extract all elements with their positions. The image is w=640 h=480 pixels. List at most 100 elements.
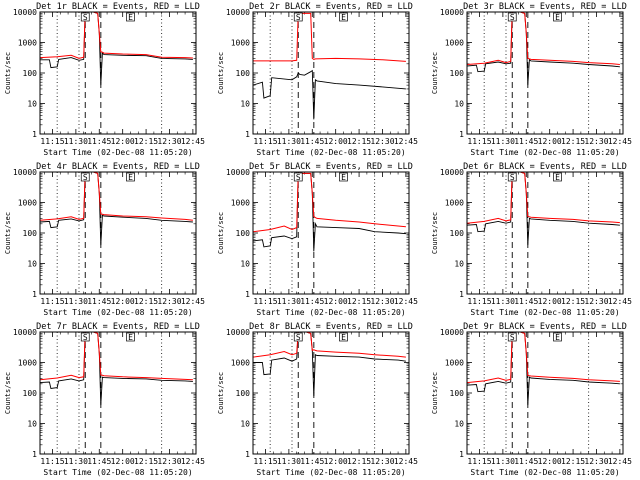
marker-label: E xyxy=(341,173,346,182)
y-tick-label: 10 xyxy=(27,420,37,429)
x-tick-label: 12:00 xyxy=(111,457,135,466)
y-tick-label: 100 xyxy=(236,229,251,238)
marker-box xyxy=(339,332,348,342)
y-tick-label: 10 xyxy=(27,260,37,269)
marker-label: E xyxy=(555,13,560,22)
marker-box xyxy=(553,172,562,182)
events-series-line xyxy=(253,69,406,120)
x-tick-label: 11:15 xyxy=(467,137,491,146)
marker-label: S xyxy=(83,173,88,182)
x-axis-label: Start Time (02-Dec-08 11:05:20) xyxy=(43,308,192,317)
y-tick-label: 1000 xyxy=(18,199,37,208)
panel-title: Det 3r BLACK = Events, RED = LLD xyxy=(463,2,627,12)
marker-label: S xyxy=(296,13,301,22)
x-tick-label: 12:15 xyxy=(134,457,158,466)
x-tick-label: 12:00 xyxy=(538,297,562,306)
y-tick-label: 10 xyxy=(240,100,250,109)
panel-5: Det 5r BLACK = Events, RED = LLD Counts/s… xyxy=(217,162,418,317)
x-tick-label: 12:45 xyxy=(181,457,205,466)
marker-box xyxy=(126,12,135,22)
lld-series-line xyxy=(253,172,406,233)
x-tick-label: 12:00 xyxy=(538,137,562,146)
y-tick-label: 1000 xyxy=(445,39,464,48)
events-series-line xyxy=(253,332,406,397)
y-tick-label: 1000 xyxy=(445,199,464,208)
marker-box xyxy=(126,332,135,342)
x-axis-label: Start Time (02-Dec-08 11:05:20) xyxy=(470,148,619,157)
plot-frame xyxy=(252,331,410,455)
x-tick-label: 11:15 xyxy=(40,137,64,146)
x-tick-label: 12:30 xyxy=(157,297,181,306)
marker-label: E xyxy=(341,13,346,22)
x-axis-label: Start Time (02-Dec-08 11:05:20) xyxy=(256,148,405,157)
plot-frame xyxy=(252,171,410,295)
events-series-line xyxy=(40,172,193,246)
x-tick-label: 11:15 xyxy=(467,297,491,306)
y-tick-label: 100 xyxy=(23,69,38,78)
marker-box xyxy=(80,12,90,22)
x-tick-label: 11:15 xyxy=(253,297,277,306)
y-axis-label: Counts/sec xyxy=(4,212,12,254)
y-tick-label: 1000 xyxy=(231,359,250,368)
y-tick-label: 1 xyxy=(32,130,37,139)
x-tick-label: 11:30 xyxy=(277,137,301,146)
marker-label: E xyxy=(555,333,560,342)
marker-box xyxy=(553,12,562,22)
x-tick-label: 11:30 xyxy=(64,457,88,466)
marker-label: E xyxy=(128,173,133,182)
y-axis-label: Counts/sec xyxy=(217,52,225,94)
x-tick-label: 12:00 xyxy=(324,137,348,146)
x-tick-label: 12:45 xyxy=(394,457,418,466)
x-tick-label: 11:30 xyxy=(491,137,515,146)
panel-1: Det 1r BLACK = Events, RED = LLD Counts/s… xyxy=(4,2,205,157)
x-tick-label: 12:45 xyxy=(608,137,632,146)
x-tick-label: 11:45 xyxy=(87,457,111,466)
marker-label: S xyxy=(296,333,301,342)
x-axis-label: Start Time (02-Dec-08 11:05:20) xyxy=(256,308,405,317)
x-tick-label: 12:30 xyxy=(584,457,608,466)
lld-series-line xyxy=(467,332,620,384)
marker-box xyxy=(507,12,517,22)
marker-box xyxy=(507,332,517,342)
marker-box xyxy=(293,172,303,182)
x-tick-label: 11:45 xyxy=(87,137,111,146)
marker-label: E xyxy=(128,333,133,342)
x-tick-label: 11:30 xyxy=(491,297,515,306)
y-tick-label: 100 xyxy=(23,229,38,238)
y-tick-label: 10000 xyxy=(226,8,250,17)
events-series-line xyxy=(467,332,620,406)
marker-label: S xyxy=(510,13,515,22)
y-tick-label: 1000 xyxy=(231,39,250,48)
x-tick-label: 12:15 xyxy=(561,297,585,306)
marker-box xyxy=(80,172,90,182)
x-tick-label: 12:00 xyxy=(538,457,562,466)
x-tick-label: 12:45 xyxy=(181,297,205,306)
marker-box xyxy=(80,332,90,342)
y-tick-label: 1 xyxy=(245,290,250,299)
y-axis-label: Counts/sec xyxy=(4,52,12,94)
events-series-line xyxy=(467,172,620,246)
y-tick-label: 10 xyxy=(454,420,464,429)
marker-box xyxy=(339,172,348,182)
x-tick-label: 12:30 xyxy=(370,137,394,146)
y-tick-label: 100 xyxy=(23,389,38,398)
marker-label: S xyxy=(296,173,301,182)
x-tick-label: 11:45 xyxy=(514,457,538,466)
y-tick-label: 1 xyxy=(245,450,250,459)
y-tick-label: 100 xyxy=(236,389,251,398)
panel-6: Det 6r BLACK = Events, RED = LLD Counts/s… xyxy=(431,162,632,317)
x-tick-label: 12:00 xyxy=(111,137,135,146)
x-tick-label: 11:15 xyxy=(467,457,491,466)
marker-label: E xyxy=(128,13,133,22)
x-tick-label: 11:30 xyxy=(64,137,88,146)
x-tick-label: 12:30 xyxy=(584,297,608,306)
panel-8: Det 8r BLACK = Events, RED = LLD Counts/s… xyxy=(217,322,418,477)
lld-series-line xyxy=(253,12,406,62)
plot-frame xyxy=(466,171,624,295)
y-tick-label: 10000 xyxy=(226,168,250,177)
events-series-line xyxy=(253,172,406,252)
panel-title: Det 8r BLACK = Events, RED = LLD xyxy=(249,322,413,332)
panel-title: Det 2r BLACK = Events, RED = LLD xyxy=(249,2,413,12)
x-tick-label: 12:45 xyxy=(181,137,205,146)
x-tick-label: 12:00 xyxy=(111,297,135,306)
